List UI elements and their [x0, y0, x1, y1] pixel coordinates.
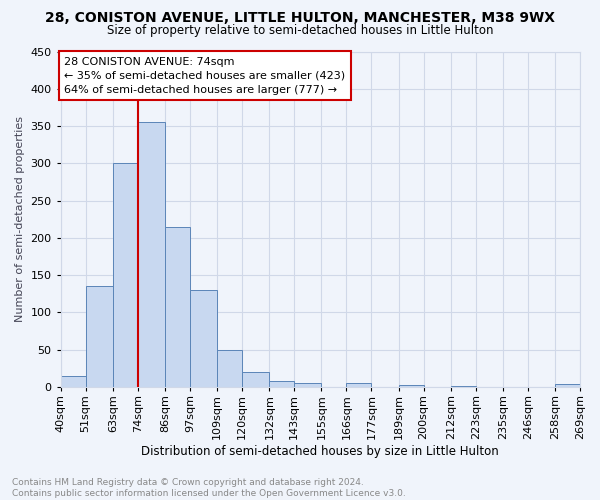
Bar: [398, 385, 424, 387]
Bar: [190, 290, 217, 387]
Bar: [86, 286, 113, 387]
Y-axis label: Number of semi-detached properties: Number of semi-detached properties: [15, 116, 25, 322]
Text: 28 CONISTON AVENUE: 74sqm
← 35% of semi-detached houses are smaller (423)
64% of: 28 CONISTON AVENUE: 74sqm ← 35% of semi-…: [64, 56, 345, 94]
Text: Contains HM Land Registry data © Crown copyright and database right 2024.
Contai: Contains HM Land Registry data © Crown c…: [12, 478, 406, 498]
Bar: [165, 226, 190, 387]
Bar: [217, 350, 242, 387]
Bar: [346, 384, 371, 387]
Bar: [451, 386, 476, 387]
Bar: [269, 381, 294, 387]
Bar: [555, 384, 580, 387]
Bar: [61, 376, 86, 387]
Text: Size of property relative to semi-detached houses in Little Hulton: Size of property relative to semi-detach…: [107, 24, 493, 37]
Bar: [242, 372, 269, 387]
Text: 28, CONISTON AVENUE, LITTLE HULTON, MANCHESTER, M38 9WX: 28, CONISTON AVENUE, LITTLE HULTON, MANC…: [45, 11, 555, 25]
Bar: [113, 164, 138, 387]
X-axis label: Distribution of semi-detached houses by size in Little Hulton: Distribution of semi-detached houses by …: [142, 444, 499, 458]
Bar: [294, 384, 322, 387]
Bar: [138, 122, 165, 387]
